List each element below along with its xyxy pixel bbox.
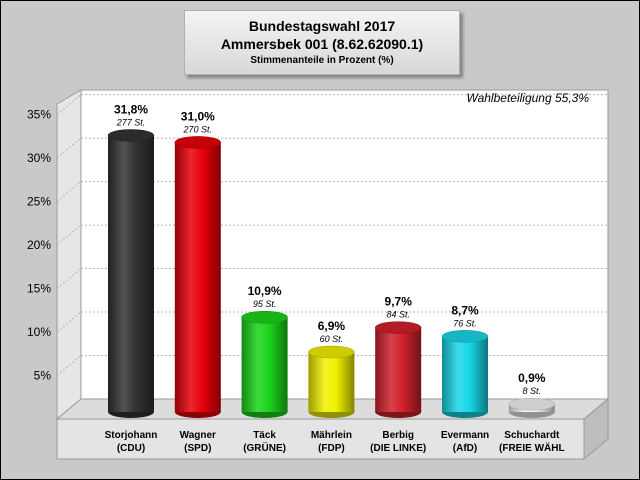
grid-line-side [56,137,82,159]
category-label-name: Täck [253,430,276,441]
category-label-name: Storjohann [105,430,158,441]
bar-value-label: 0,9% [518,371,546,385]
category-label-name: Wagner [180,430,216,441]
chart-subtitle: Stimmenanteile in Prozent (%) [250,55,394,66]
grid-line-side [56,311,82,333]
title-box: Bundestagswahl 2017 Ammersbek 001 (8.62.… [184,10,460,75]
bar [441,330,489,418]
grid-lines [56,94,608,376]
category-label-party: (DIE LINKE) [370,443,426,454]
bar-value-label: 31,8% [114,102,148,116]
bar [308,345,355,418]
y-axis-ticks: 5% 10% 15% 20% 25% 30% 35% [27,108,51,383]
grid-line-side [56,355,82,376]
category-label-party: (CDU) [117,443,145,454]
category-label-party: (GRÜNE) [243,441,286,454]
bar-votes-label: 84 St. [386,310,410,320]
grid-line-side [56,94,82,116]
category-label-name: Mährlein [311,430,352,441]
bar [374,321,422,418]
category-label-party: (FREIE WÄHL [499,441,565,454]
category-label-name: Schuchardt [504,430,560,441]
category-labels: Storjohann (CDU) Wagner (SPD) Täck(GRÜNE) Mäh… [105,430,565,454]
y-tick-label: 10% [27,325,51,339]
turnout-label: Wahlbeteiligung 55,3% [466,91,589,105]
bar [174,136,222,418]
category-label-party: (FDP) [318,443,345,454]
chart-title: Bundestagswahl 2017 [248,18,396,34]
plot-side-wall [56,89,82,421]
bars [107,129,556,418]
y-tick-label: 15% [27,282,51,296]
grid-line-side [56,224,82,246]
chart-title-location: Ammersbek 001 (8.62.62090.1) [220,36,424,52]
bar-votes-label: 270 St. [183,124,213,134]
category-band [56,418,585,460]
bar-labels: 31,8%277 St. 31,0%270 St. 10,9%95 St. 6,9%6… [114,102,546,396]
category-label-party: (SPD) [184,443,211,454]
bar-votes-label: 60 St. [320,334,344,344]
bar [107,129,155,418]
y-tick-label: 20% [27,238,51,252]
y-tick-label: 25% [27,195,51,209]
grid-line-side [56,181,82,202]
bar-value-label: 6,9% [318,319,346,333]
bar-votes-label: 76 St. [453,318,477,328]
category-label-name: Evermann [441,430,489,441]
bar-votes-label: 95 St. [253,299,277,309]
y-tick-label: 5% [34,369,52,383]
category-label-name: Berbig [382,430,414,441]
bar-value-label: 10,9% [248,284,282,298]
bar-value-label: 31,0% [181,109,215,123]
y-tick-label: 35% [27,108,51,122]
bar-votes-label: 277 St. [116,117,146,127]
bar-value-label: 9,7% [385,295,413,309]
bar-value-label: 8,7% [451,303,479,317]
category-label-party: (AfD) [453,443,477,454]
y-tick-label: 30% [27,151,51,165]
bar-votes-label: 8 St. [523,386,542,396]
bar [508,397,556,418]
bar [241,310,288,418]
grid-line-side [56,268,82,289]
